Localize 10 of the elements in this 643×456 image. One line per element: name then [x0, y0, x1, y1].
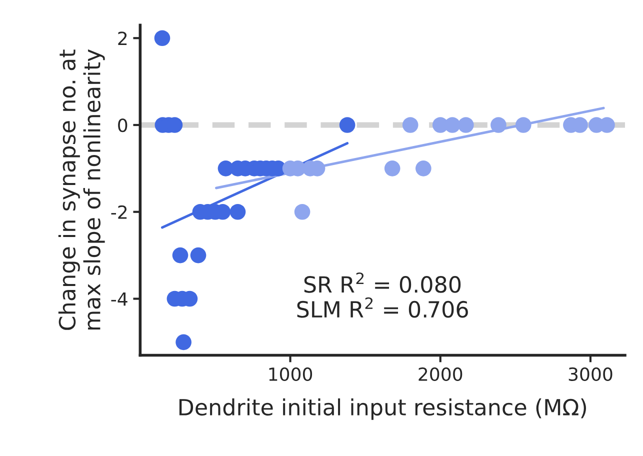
x-tick-label: 1000	[269, 367, 312, 382]
x-tick-label: 3000	[568, 367, 612, 382]
y-tick-label: 2	[118, 32, 127, 45]
y-tick-label: -2	[111, 205, 127, 219]
x-axis-title: Dendrite initial input resistance (MΩ)	[179, 398, 586, 420]
y-axis-title: Change in synapse no. at max slope of nonlinearity	[58, 49, 105, 330]
y-tick-label: 0	[118, 118, 128, 132]
y-tick-label: -4	[111, 292, 128, 306]
annotation: SR R$^{2}$ = 0.080 SLM R$^{2}$ = 0.706	[297, 272, 468, 318]
x-tick-label: 2000	[418, 367, 462, 382]
